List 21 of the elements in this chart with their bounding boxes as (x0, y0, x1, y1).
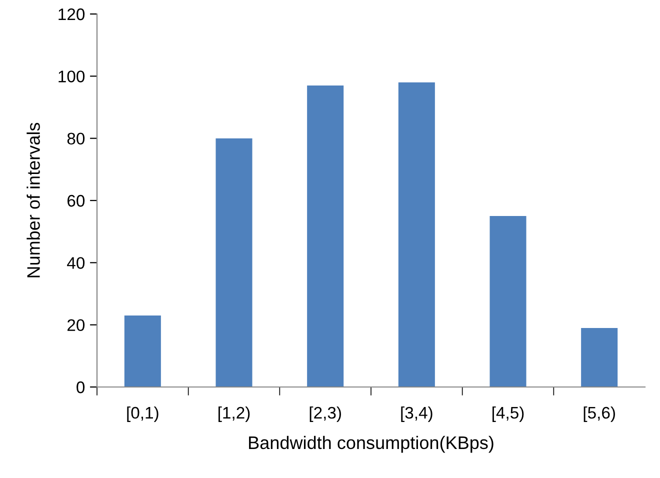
x-tick-label: [3,4) (401, 406, 432, 422)
x-tick-label: [5,6) (584, 406, 615, 422)
x-tick-label: [2,3) (310, 406, 341, 422)
y-tick-label: 120 (58, 8, 85, 20)
bar (398, 82, 435, 387)
bar (307, 85, 344, 387)
bar (581, 328, 618, 387)
y-axis-title: Number of intervals (26, 122, 40, 278)
y-tick-label: 100 (58, 70, 85, 82)
y-tick-label: 60 (68, 194, 85, 207)
x-tick-label: [4,5) (492, 406, 524, 422)
bar (124, 316, 161, 387)
y-tick-label: 20 (67, 319, 85, 332)
x-tick-label: [1,2) (218, 406, 250, 422)
x-tick-label: [0,1) (127, 406, 158, 422)
y-tick-label: 0 (76, 381, 85, 394)
y-tick-label: 40 (67, 257, 85, 269)
x-axis-title: Bandwidth consumption(KBps) (249, 436, 494, 453)
bar (216, 138, 252, 387)
y-tick-label: 80 (67, 132, 85, 145)
bar (490, 216, 526, 387)
